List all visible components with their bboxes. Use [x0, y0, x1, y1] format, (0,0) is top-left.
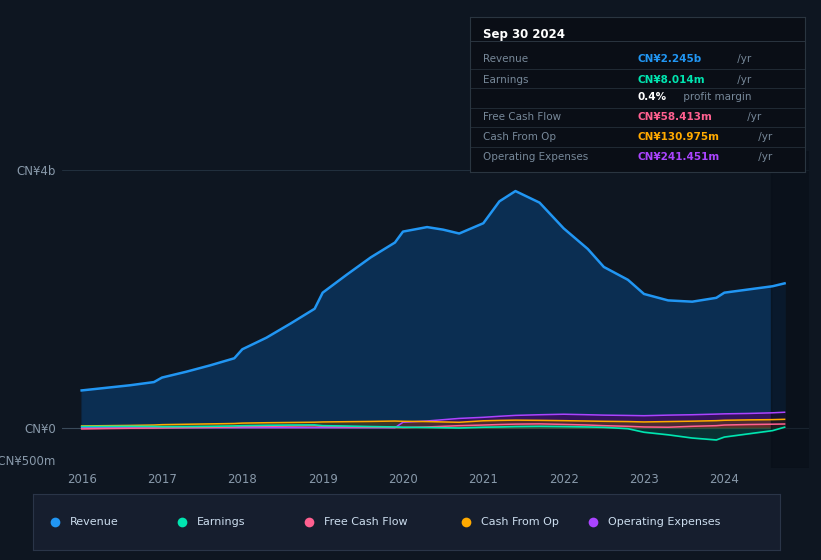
Text: /yr: /yr	[734, 74, 751, 85]
Text: 0.4%: 0.4%	[637, 92, 666, 102]
Text: /yr: /yr	[755, 152, 773, 162]
Text: Free Cash Flow: Free Cash Flow	[483, 112, 561, 122]
Text: /yr: /yr	[755, 132, 773, 142]
Text: Earnings: Earnings	[483, 74, 529, 85]
Text: CN¥58.413m: CN¥58.413m	[637, 112, 712, 122]
Text: /yr: /yr	[734, 54, 751, 64]
Text: Operating Expenses: Operating Expenses	[483, 152, 589, 162]
Text: CN¥130.975m: CN¥130.975m	[637, 132, 719, 142]
Text: Cash From Op: Cash From Op	[483, 132, 556, 142]
Text: /yr: /yr	[745, 112, 762, 122]
Text: CN¥241.451m: CN¥241.451m	[637, 152, 719, 162]
Text: Operating Expenses: Operating Expenses	[608, 517, 721, 527]
Text: Free Cash Flow: Free Cash Flow	[324, 517, 408, 527]
Text: CN¥8.014m: CN¥8.014m	[637, 74, 704, 85]
Text: CN¥2.245b: CN¥2.245b	[637, 54, 701, 64]
Text: Sep 30 2024: Sep 30 2024	[483, 29, 565, 41]
Text: profit margin: profit margin	[680, 92, 751, 102]
Text: Earnings: Earnings	[197, 517, 245, 527]
Text: Revenue: Revenue	[71, 517, 119, 527]
Bar	[771, 151, 813, 468]
Text: Revenue: Revenue	[483, 54, 528, 64]
Text: Cash From Op: Cash From Op	[481, 517, 559, 527]
